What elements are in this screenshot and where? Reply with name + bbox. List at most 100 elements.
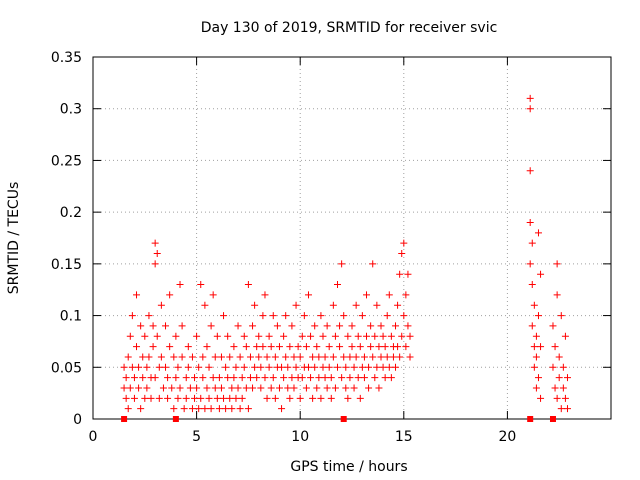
ticks: 0 0.05 0.1 0.15 0.2 0.25 0.3 0.35 0 5 10 15 20 [51,50,611,445]
data-point [124,405,132,413]
data-point [178,353,186,361]
data-point [193,384,201,392]
data-point [367,343,375,351]
data-point [348,322,356,330]
data-point [128,363,136,371]
data-point [253,374,261,382]
data-point [373,363,381,371]
data-point [139,374,147,382]
data-point [365,384,373,392]
data-point [561,394,569,402]
y-axis-label: SRMTID / TECUs [6,182,22,295]
data-point [257,384,265,392]
data-point [230,374,238,382]
data-point [182,394,190,402]
data-point [269,312,277,320]
data-point [249,384,257,392]
data-point [120,363,128,371]
data-point [356,394,364,402]
data-point [151,239,159,247]
data-point [526,167,534,175]
data-point [534,312,542,320]
data-point [280,332,288,340]
x-tick-label: 20 [498,429,516,445]
data-point [375,343,383,351]
data-point [534,229,542,237]
data-point [375,384,383,392]
data-point [246,353,254,361]
data-point [141,394,149,402]
data-point [396,353,404,361]
data-point [298,374,306,382]
x-axis-label: GPS time / hours [290,459,407,475]
data-point [137,405,145,413]
data-point [389,353,397,361]
data-point [135,384,143,392]
data-point [174,394,182,402]
data-point [406,353,414,361]
data-point [172,332,180,340]
data-point [159,384,167,392]
data-point [557,405,565,413]
data-point [213,332,221,340]
data-point [170,353,178,361]
data-point [203,384,211,392]
data-point [333,281,341,289]
data-point [164,374,172,382]
data-point [191,394,199,402]
data-point [327,394,335,402]
data-point [234,322,242,330]
data-point [188,353,196,361]
data-point [176,281,184,289]
data-point [342,363,350,371]
data-point [329,301,337,309]
data-point [149,322,157,330]
data-point [315,353,323,361]
data-point [526,94,534,102]
data-point [354,332,362,340]
data-point [317,394,325,402]
data-point [288,374,296,382]
chart-title: Day 130 of 2019, SRMTID for receiver svi… [201,20,498,36]
y-tick-label: 0.3 [60,102,82,118]
data-point [238,374,246,382]
data-point [346,374,354,382]
data-point [553,394,561,402]
data-point [211,353,219,361]
data-point [555,374,563,382]
data-point [145,353,153,361]
data-point [178,322,186,330]
data-point [553,260,561,268]
data-point [530,363,538,371]
data-point [164,394,172,402]
data-point [203,343,211,351]
data-point [561,332,569,340]
data-point [381,343,389,351]
data-point [217,384,225,392]
data-point [207,405,215,413]
data-point [294,343,302,351]
data-point [261,374,269,382]
data-point [284,384,292,392]
data-point [232,363,240,371]
data-point [352,301,360,309]
data-point [215,405,223,413]
gap-marker [527,416,534,422]
data-point [275,343,283,351]
data-point [176,384,184,392]
data-point [302,343,310,351]
data-point [137,322,145,330]
data-point [286,343,294,351]
data-point [263,394,271,402]
data-point [537,394,545,402]
data-point [344,332,352,340]
data-point [358,312,366,320]
data-point [236,405,244,413]
data-point [307,374,315,382]
data-point [549,363,557,371]
data-point [126,384,134,392]
data-point [348,343,356,351]
data-point [201,405,209,413]
data-point [191,374,199,382]
